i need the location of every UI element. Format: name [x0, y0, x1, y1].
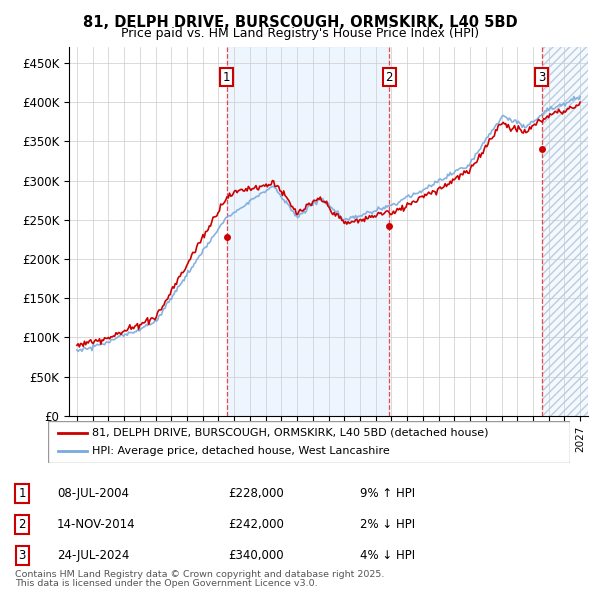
Text: £242,000: £242,000: [228, 518, 284, 531]
Text: £340,000: £340,000: [228, 549, 284, 562]
Text: Contains HM Land Registry data © Crown copyright and database right 2025.: Contains HM Land Registry data © Crown c…: [15, 571, 385, 579]
Text: 81, DELPH DRIVE, BURSCOUGH, ORMSKIRK, L40 5BD: 81, DELPH DRIVE, BURSCOUGH, ORMSKIRK, L4…: [83, 15, 517, 30]
Text: 14-NOV-2014: 14-NOV-2014: [57, 518, 136, 531]
Text: 3: 3: [19, 549, 26, 562]
Text: 08-JUL-2004: 08-JUL-2004: [57, 487, 129, 500]
Bar: [542, 47, 588, 416]
Text: 1: 1: [19, 487, 26, 500]
Text: 4% ↓ HPI: 4% ↓ HPI: [360, 549, 415, 562]
Text: 1: 1: [223, 71, 230, 84]
Text: 9% ↑ HPI: 9% ↑ HPI: [360, 487, 415, 500]
Text: This data is licensed under the Open Government Licence v3.0.: This data is licensed under the Open Gov…: [15, 579, 317, 588]
FancyBboxPatch shape: [48, 421, 570, 463]
Text: 81, DELPH DRIVE, BURSCOUGH, ORMSKIRK, L40 5BD (detached house): 81, DELPH DRIVE, BURSCOUGH, ORMSKIRK, L4…: [92, 428, 489, 438]
Text: 2% ↓ HPI: 2% ↓ HPI: [360, 518, 415, 531]
Text: 2: 2: [19, 518, 26, 531]
Text: 3: 3: [538, 71, 545, 84]
Text: £228,000: £228,000: [228, 487, 284, 500]
Text: Price paid vs. HM Land Registry's House Price Index (HPI): Price paid vs. HM Land Registry's House …: [121, 27, 479, 40]
Bar: [227, 47, 389, 416]
Bar: [542, 47, 588, 416]
Text: 24-JUL-2024: 24-JUL-2024: [57, 549, 130, 562]
Text: HPI: Average price, detached house, West Lancashire: HPI: Average price, detached house, West…: [92, 446, 390, 456]
Text: 2: 2: [386, 71, 393, 84]
